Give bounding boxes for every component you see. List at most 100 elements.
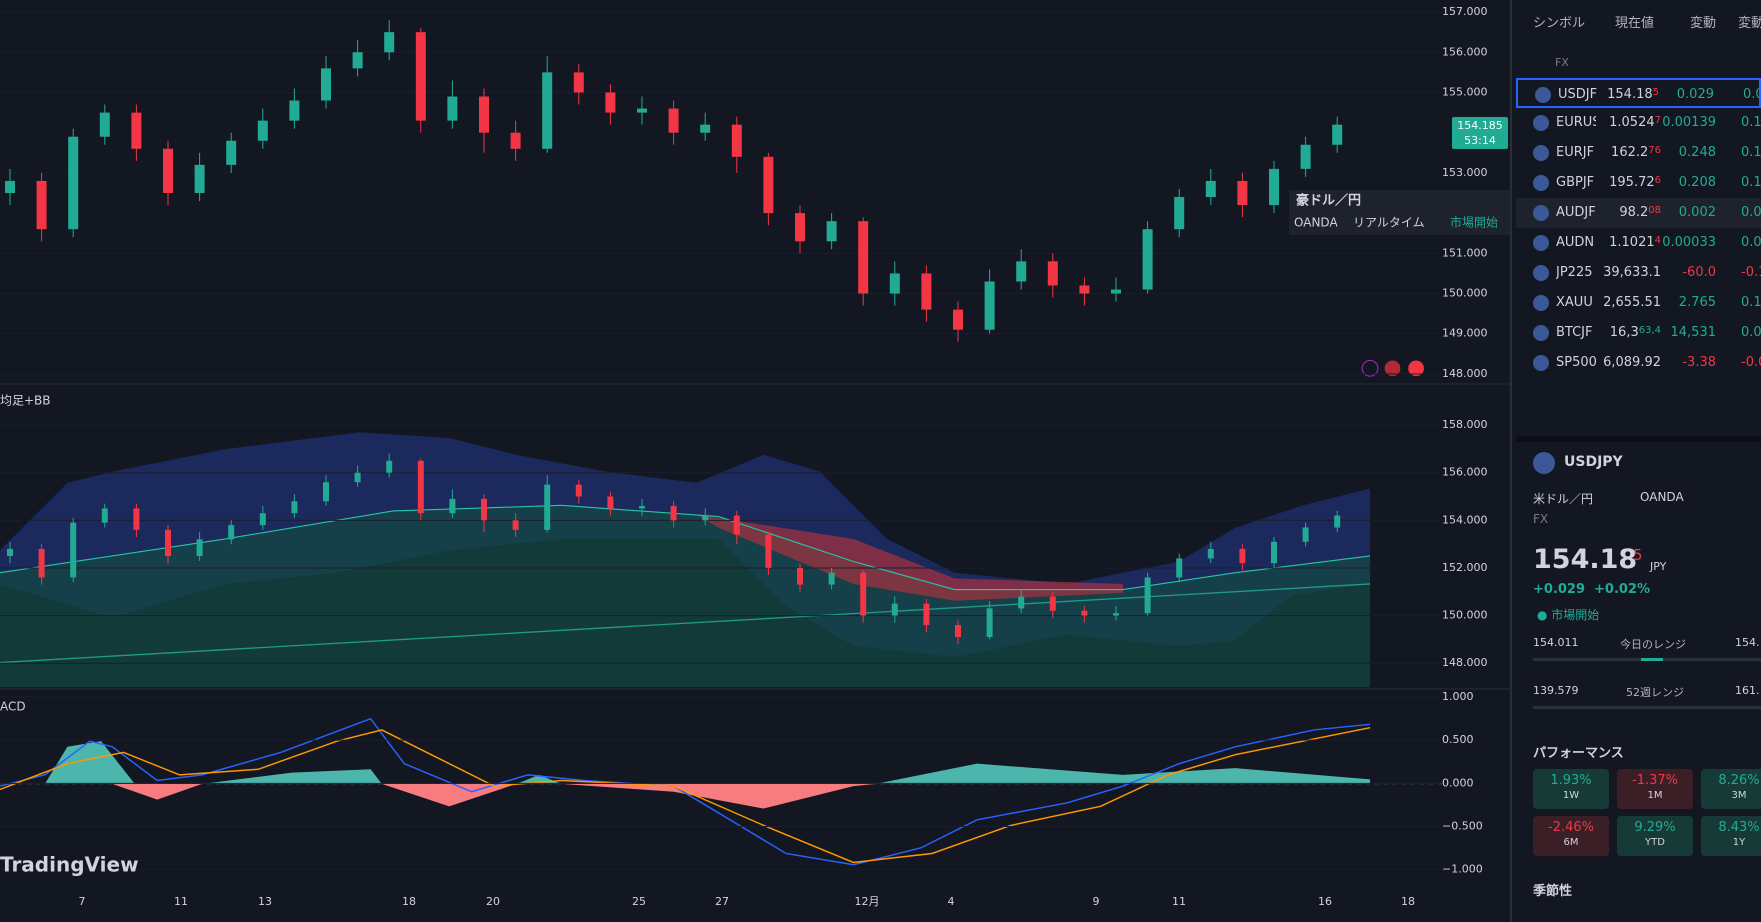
- price-pip: 6: [1654, 175, 1661, 186]
- symbol: EURJF: [1556, 145, 1595, 160]
- indicator-decoration: [0, 359, 1449, 866]
- price: 1.10214: [1609, 235, 1661, 250]
- y-tick-label: 156.000: [1442, 466, 1488, 479]
- candle-body: [449, 498, 456, 514]
- symbol: USDJF: [1558, 87, 1598, 102]
- price-main: 162.2: [1611, 145, 1649, 160]
- candle-body: [38, 548, 45, 578]
- candle-body: [7, 548, 13, 557]
- y-tick-label: −0.500: [1442, 820, 1483, 833]
- tooltip-title: 豪ドル／円: [1296, 193, 1361, 209]
- candle-body: [889, 273, 900, 294]
- header: シンボル: [1533, 16, 1586, 31]
- watchlist-row: SP500 6,089.92 -3.38 -0.0: [1516, 348, 1761, 378]
- flag: [1533, 265, 1549, 281]
- candle-body: [984, 281, 995, 330]
- header: 変動: [1738, 16, 1761, 31]
- price: 195.726: [1609, 175, 1661, 190]
- symbol: XAUU: [1556, 295, 1593, 310]
- watchlist-row: EURJF 162.276 0.248 0.1: [1516, 138, 1761, 168]
- y-tick-label: 1.000: [1442, 690, 1474, 703]
- performance-value: 8.26%: [1718, 773, 1760, 788]
- watchlist-row: AUDN 1.10214 0.00033 0.0: [1516, 228, 1761, 258]
- symbol: BTCJF: [1556, 325, 1593, 340]
- candle-body: [670, 506, 677, 521]
- candle-body: [1113, 613, 1119, 616]
- price-main: 1.1021: [1609, 235, 1655, 250]
- chart: 157.000 156.000 155.000 153.000 151.000 150.0…: [0, 0, 1512, 922]
- watchlist-row: USDJF 154.185 0.029 0.0: [1516, 78, 1761, 108]
- flag: [1533, 115, 1549, 131]
- candle-body: [1018, 596, 1025, 609]
- symbol: EURUS: [1556, 115, 1596, 130]
- candle-body: [1300, 144, 1311, 169]
- y-tick-label: 151.000: [1442, 246, 1488, 259]
- candle-body: [1239, 548, 1246, 564]
- candle-body: [417, 460, 424, 514]
- candle-body: [923, 603, 930, 626]
- price: 98.208: [1619, 205, 1661, 220]
- candle-body: [1174, 197, 1185, 230]
- flag: [1533, 325, 1549, 341]
- price: 154.18: [1533, 544, 1638, 575]
- x-tick-label: 18: [402, 895, 416, 908]
- price-main: 39,633.1: [1603, 265, 1661, 280]
- change: 0.00139: [1662, 115, 1716, 130]
- y-tick-label: 155.000: [1442, 85, 1488, 98]
- candle-body: [637, 108, 647, 113]
- x-tick-label: 11: [1172, 895, 1186, 908]
- performance-cell: 8.26% 3M: [1701, 769, 1761, 809]
- candle-body: [955, 625, 961, 637]
- flag: [1533, 145, 1549, 161]
- performance-title: パフォーマンス: [1533, 746, 1624, 761]
- y-tick-label: 152.000: [1442, 561, 1488, 574]
- range-bar: [1533, 706, 1761, 709]
- candle-body: [1047, 261, 1058, 286]
- x-tick-label: 12月: [855, 895, 880, 908]
- symbol: SP500: [1556, 355, 1596, 370]
- candle-body: [797, 567, 803, 585]
- candle-body: [101, 508, 108, 523]
- change: +0.029: [1533, 582, 1586, 597]
- candle-body: [5, 180, 15, 194]
- watchlist-row: BTCJF 16,363,4 14,531 0.0: [1516, 318, 1761, 348]
- candle-body: [196, 539, 203, 557]
- pip: 5: [1633, 546, 1643, 564]
- candle-body: [70, 522, 77, 578]
- separator: [1516, 436, 1761, 442]
- day-label: 今日のレンジ: [1620, 638, 1686, 651]
- change: 0.00033: [1662, 235, 1716, 250]
- y-tick-label: 153.000: [1442, 166, 1488, 179]
- percent: -0.1: [1741, 265, 1761, 280]
- price-main: 6,089.92: [1603, 355, 1661, 370]
- y-tick-label: 149.000: [1442, 327, 1488, 340]
- seasonality: 季節性: [1533, 884, 1573, 899]
- y-tick-label: 150.000: [1442, 287, 1488, 300]
- candle-body: [226, 140, 237, 165]
- candle-body: [575, 484, 582, 497]
- candle-body: [858, 221, 869, 294]
- candle-body: [1269, 168, 1279, 206]
- performance-cell: 8.43% 1Y: [1701, 816, 1761, 856]
- candle-body: [953, 309, 963, 330]
- currency: JPY: [1650, 560, 1667, 573]
- candle-body: [639, 506, 645, 509]
- flag: [1533, 295, 1549, 311]
- performance-cell: -1.37% 1M: [1617, 769, 1693, 809]
- flag: [1535, 87, 1551, 103]
- candle-body: [733, 515, 740, 535]
- candle-body: [544, 484, 551, 530]
- status: ● 市場開始: [1537, 608, 1600, 622]
- section: FX: [1555, 56, 1569, 69]
- performance-value: -1.37%: [1632, 773, 1678, 788]
- y-tick-label: 154.000: [1442, 513, 1488, 526]
- candle-body: [860, 572, 867, 616]
- price-pip: 63,4: [1638, 325, 1661, 336]
- watchlist-row: XAUU 2,655.51 2.765 0.1: [1516, 288, 1761, 318]
- candle-body: [510, 132, 521, 149]
- price: 39,633.1: [1603, 265, 1661, 280]
- symbol: GBPJF: [1556, 175, 1595, 190]
- flag: [1533, 452, 1555, 474]
